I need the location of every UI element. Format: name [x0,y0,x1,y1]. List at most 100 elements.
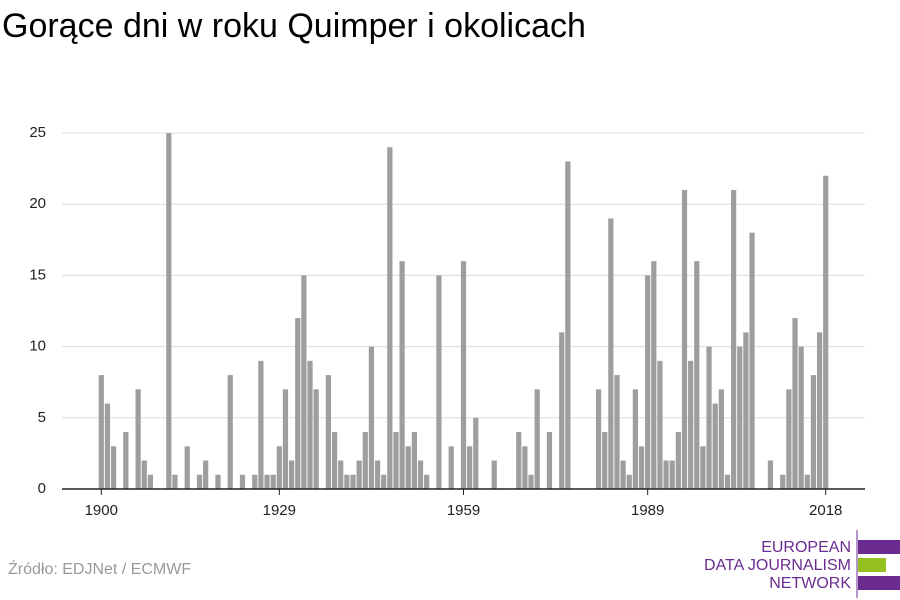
bar [749,232,755,489]
bar [534,389,540,489]
bar [522,446,528,489]
bar [724,474,731,489]
bar [651,261,657,489]
bar [657,360,663,489]
bar [325,375,332,489]
bar [786,389,792,489]
bar [632,389,639,489]
bar [417,460,424,489]
bar [405,446,411,489]
x-tick-label: 1900 [85,502,118,519]
chart-title: Gorące dni w roku Quimper i okolicach [2,7,586,45]
bar [767,460,774,489]
logo-text: NETWORK [769,575,851,592]
x-tick-label: 1959 [447,502,480,519]
bar [816,332,823,489]
bar [123,432,129,489]
bar [104,403,111,489]
bar [98,375,104,489]
bar [804,474,810,489]
bar [473,417,479,489]
bar [780,474,786,489]
bar [559,332,565,489]
bar [184,446,190,489]
bar [743,332,749,489]
bar [196,474,203,489]
bar [528,474,534,489]
logo-bar [858,540,900,554]
bar [338,460,344,489]
bar [264,474,270,489]
bar [276,446,282,489]
bar [295,318,301,489]
bar [399,261,405,489]
bar [467,446,473,489]
bar [798,346,804,489]
bar [172,474,178,489]
bar [626,474,632,489]
logo-text: EUROPEAN [761,539,851,556]
bar [215,474,221,489]
bar [675,432,681,489]
bar [424,474,430,489]
bar [362,432,368,489]
bar [491,460,497,489]
y-tick-label: 15 [29,266,46,283]
bar [460,261,467,489]
bar [645,275,651,489]
bar [608,218,614,489]
bar [227,375,233,489]
bar [731,189,737,489]
bar [810,375,817,489]
bar [282,389,289,489]
bar [712,403,718,489]
bar [706,346,712,489]
bar [669,460,675,489]
bar [381,474,387,489]
bar [516,432,522,489]
bar [374,460,381,489]
bar [565,161,571,490]
logo-text: DATA JOURNALISM [704,557,851,574]
source: Źródło: EDJNet / ECMWF [8,559,191,578]
bar [411,432,417,489]
bar [368,346,375,489]
y-tick-label: 25 [29,124,46,141]
bar [203,460,209,489]
bar [166,133,172,489]
bar [258,360,264,489]
bar [356,460,362,489]
bar [546,432,553,489]
bar [694,261,700,489]
bar [663,460,669,489]
bar [737,346,743,489]
bar [688,360,694,489]
bar [141,460,147,489]
bar [718,389,724,489]
bar [700,446,706,489]
bar [350,474,356,489]
logo-bar [858,558,886,572]
y-tick-label: 10 [29,338,46,355]
bar [270,474,276,489]
bar [313,389,319,489]
x-tick-label: 1929 [263,502,296,519]
bar [135,389,141,489]
x-tick-label: 2018 [809,502,842,519]
bar [595,389,602,489]
bar [614,375,620,489]
y-tick-label: 5 [38,409,46,426]
bar [638,446,645,489]
bar [110,446,117,489]
bar [681,189,688,489]
bar [387,147,393,490]
logo: EUROPEAN DATA JOURNALISM NETWORK [704,530,900,598]
bar [448,446,454,489]
bar [823,175,829,489]
bar [239,474,246,489]
bar [331,432,338,489]
bar [288,460,295,489]
x-tick-label: 1989 [631,502,664,519]
bar [436,275,442,489]
bar [393,432,399,489]
